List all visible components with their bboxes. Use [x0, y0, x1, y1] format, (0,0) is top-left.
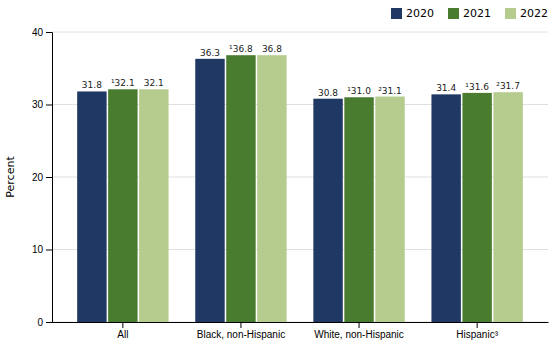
legend-swatch	[391, 8, 402, 19]
legend-item: 2021	[448, 7, 491, 20]
axis-line	[53, 322, 549, 323]
data-label: 36.3	[200, 48, 220, 58]
tick-label: 20	[32, 172, 44, 183]
tick: Hispanic³	[456, 322, 498, 340]
tick-mark	[46, 322, 52, 323]
plot: 31.8 36.3 30.8 31.4 ¹32.1 ¹36.8 ¹31.0 ¹31.6 32.1…	[32, 27, 549, 340]
tick: 20	[32, 172, 52, 183]
tick-label: All	[117, 329, 128, 340]
data-labels: 31.8 36.3 30.8 31.4 ¹32.1 ¹36.8 ¹31.0 ¹31.6 32.1…	[82, 44, 520, 97]
axis-line	[46, 33, 53, 323]
tick: 10	[32, 244, 52, 255]
bar	[462, 93, 491, 322]
bar	[77, 91, 106, 322]
tick-label: White, non-Hispanic	[314, 329, 403, 340]
tick-mark	[359, 322, 360, 328]
bar	[344, 97, 373, 322]
tick-label: Hispanic³	[456, 329, 498, 340]
tick-mark	[46, 105, 52, 106]
legend-swatch	[448, 8, 459, 19]
tick-mark	[46, 177, 52, 178]
data-label: ¹31.0	[347, 86, 371, 96]
tick-label: 40	[32, 27, 44, 38]
tick-mark	[46, 32, 52, 33]
tick-mark	[46, 250, 52, 251]
tick: 30	[32, 99, 52, 110]
tick-label: Black, non-Hispanic	[197, 329, 285, 340]
y-axis-title: Percent	[4, 156, 17, 198]
tick: 0	[37, 317, 52, 328]
data-label: ¹31.6	[465, 82, 489, 92]
legend: 2020 2021 2022	[391, 7, 548, 20]
data-label: ²31.1	[378, 86, 402, 96]
y-axis: 0 10 20 30 40	[32, 27, 53, 328]
bar-series	[108, 55, 492, 322]
data-label: ²31.7	[496, 81, 520, 91]
bar	[431, 94, 460, 322]
legend-item: 2020	[391, 7, 434, 20]
legend-label: 2022	[520, 7, 548, 20]
tick-label: 30	[32, 99, 44, 110]
grid	[52, 32, 548, 322]
bar	[257, 55, 286, 322]
data-label: 36.8	[262, 44, 282, 54]
tick-label: 10	[32, 244, 44, 255]
tick: 40	[32, 27, 52, 38]
legend-label: 2021	[463, 7, 491, 20]
bar-series	[139, 55, 523, 322]
tick: White, non-Hispanic	[314, 322, 403, 340]
tick-mark	[477, 322, 478, 328]
legend-swatch	[505, 8, 516, 19]
tick: All	[117, 322, 128, 340]
data-label: ¹32.1	[111, 78, 135, 88]
grid-line	[52, 32, 548, 33]
tick-label: 0	[37, 317, 43, 328]
data-label: 31.4	[436, 83, 456, 93]
bars	[77, 55, 523, 322]
data-label: ¹36.8	[229, 44, 253, 54]
bar	[375, 97, 404, 322]
x-axis: All Black, non-Hispanic White, non-Hispani…	[53, 322, 549, 340]
bar	[313, 99, 342, 322]
chart: 31.8 36.3 30.8 31.4 ¹32.1 ¹36.8 ¹31.0 ¹31.6 32.1…	[0, 0, 560, 352]
legend-label: 2020	[406, 7, 434, 20]
bar	[226, 55, 255, 322]
data-label: 30.8	[318, 88, 338, 98]
bar	[493, 92, 522, 322]
tick-mark	[240, 322, 241, 328]
bar	[195, 59, 224, 322]
bar	[108, 89, 137, 322]
legend-item: 2022	[505, 7, 548, 20]
tick-mark	[122, 322, 123, 328]
data-label: 32.1	[144, 78, 164, 88]
bar	[139, 89, 168, 322]
data-label: 31.8	[82, 80, 102, 90]
tick: Black, non-Hispanic	[197, 322, 285, 340]
